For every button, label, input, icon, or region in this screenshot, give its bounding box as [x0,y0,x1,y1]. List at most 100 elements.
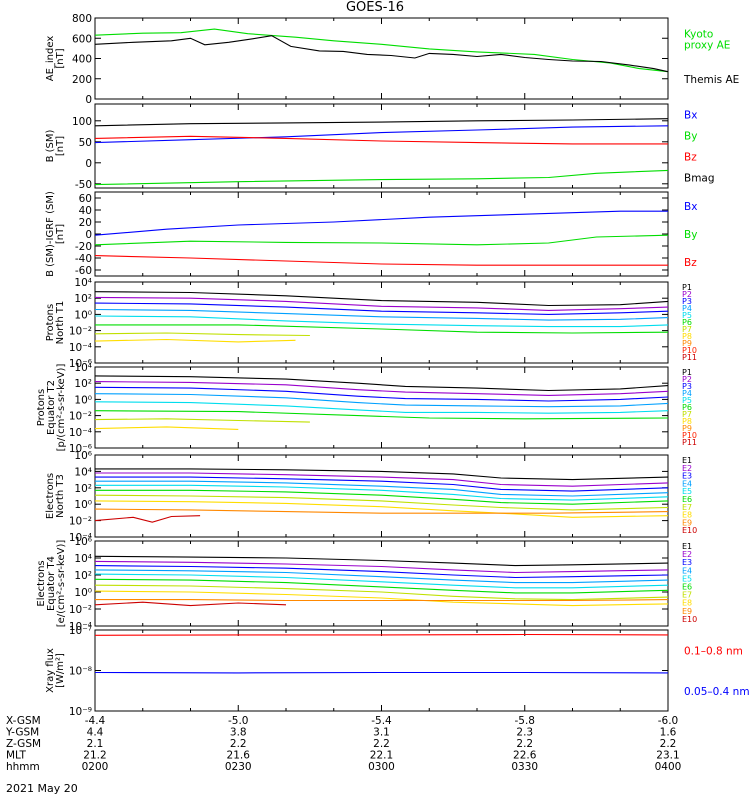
y-tick-label: 10⁻⁴ [69,427,92,439]
legend-label: Bmag [684,173,715,185]
y-tick-label: 10⁰ [74,499,92,511]
legend-label: By [684,229,697,241]
y-tick-label: 10⁴ [74,362,92,374]
y-tick-label: 10⁻² [69,326,92,338]
legend-label: P3 [682,297,692,306]
series-line-e5 [94,573,669,589]
y-axis-label: [p/(cm²-s-sr-keV)] [56,364,67,452]
panel-frame [94,366,669,449]
series-line-bx [94,125,669,144]
legend-label: P5 [682,396,692,405]
time-axis-value: 3.1 [373,727,390,739]
y-tick-label: 10⁻⁴ [69,621,92,633]
series-line-p2 [94,296,669,311]
legend-label: P2 [682,375,692,384]
legend-label: Themis AE [683,74,739,86]
series-line-bz [94,135,668,145]
panel-frame [94,191,669,277]
panel-frame [94,103,669,189]
series-line-p7 [94,332,310,337]
legend-label: E7 [682,503,692,512]
legend-label: By [684,131,697,143]
series-line-e1 [94,555,669,567]
series-line-p4 [94,393,669,408]
legend-label: E9 [682,607,692,616]
series-line-e6 [95,489,669,505]
legend-label: Bz [684,152,697,164]
y-tick-label: 10⁰ [74,394,92,406]
time-axis-value: 0230 [225,761,252,773]
series-line-bz [94,255,668,266]
y-axis-label: Electrons [36,560,47,606]
y-tick-label: 0 [85,158,92,170]
legend-label: 0.1–0.8 nm [684,645,743,657]
y-tick-label: 50 [79,137,92,149]
y-tick-label: 10⁶ [74,536,92,548]
y-axis-label: AE_index [45,36,56,82]
time-axis-value: 2.2 [230,738,247,750]
series-line-e1 [95,468,669,481]
y-axis-label: North T1 [55,301,66,345]
legend-label: E8 [682,599,692,608]
series-line-e8 [94,590,669,607]
legend-label: Bz [684,257,697,269]
panel-frame [94,629,669,712]
y-axis-label: [nT] [55,224,66,244]
legend-label: Bx [684,201,697,213]
legend-label: P8 [682,417,692,426]
y-axis-label: North T3 [55,474,66,518]
y-axis-label: Equator T2 [46,380,57,435]
legend-label: E1 [682,542,692,551]
series-line-e7 [94,584,669,601]
legend-label: E9 [682,518,692,527]
y-axis-label: [W/m²] [55,653,66,688]
time-axis-value: 22.1 [370,750,393,762]
y-tick-label: 10⁴ [74,553,92,565]
legend-label: P8 [682,332,692,341]
y-tick-label: 20 [79,217,92,229]
y-tick-label: 10⁻⁷ [69,625,92,637]
legend-label: E2 [682,464,692,473]
series-line-e7 [94,494,669,511]
legend-label: E4 [682,566,692,575]
series-line-e2 [94,560,669,574]
y-axis-label: Protons [45,304,56,341]
y-tick-label: 400 [72,54,92,66]
y-tick-label: 10² [74,570,92,582]
y-tick-label: 10⁴ [74,277,92,289]
y-tick-label: 800 [72,13,92,25]
time-axis-value: 21.2 [83,750,106,762]
panel-p2: 10⁻⁶ 10⁻⁴ 10⁻² 10⁰ 10² 10⁴ Protons Equator T2 [p… [36,362,697,455]
y-axis-label: Equator T4 [46,556,57,611]
legend-label: P9 [682,424,692,433]
series-line-e10 [94,515,201,523]
y-tick-label: -20 [75,241,92,253]
y-tick-label: 10⁻⁶ [69,358,92,370]
series-line-p3 [94,386,669,402]
time-axis-value: 0330 [511,761,538,773]
y-tick-label: 10⁻⁹ [69,706,92,718]
y-tick-label: 10² [74,483,92,495]
y-tick-label: 10² [74,378,92,390]
time-axis-value: 21.6 [227,750,251,762]
time-axis-value: 3.8 [230,727,247,739]
legend-label: E3 [682,558,692,567]
series-line-by [94,169,669,186]
series-line-bx [94,210,668,236]
legend-label: E5 [682,487,692,496]
legend-label: P11 [682,438,697,447]
legend-label: P10 [682,346,697,355]
legend-label: P6 [682,318,692,327]
series-line-e5 [95,484,669,501]
y-tick-label: -40 [75,253,92,265]
legend-label: P3 [682,382,692,391]
time-axis-value: 0400 [655,761,682,773]
y-tick-label: 10⁻⁶ [69,443,92,455]
legend-label: E1 [682,456,692,465]
series-line-e3 [94,565,669,579]
legend-label: E5 [682,574,692,583]
y-axis-label: [e/(cm²-s-sr-keV)] [56,540,67,628]
time-axis-date: 2021 May 20 [6,782,78,795]
